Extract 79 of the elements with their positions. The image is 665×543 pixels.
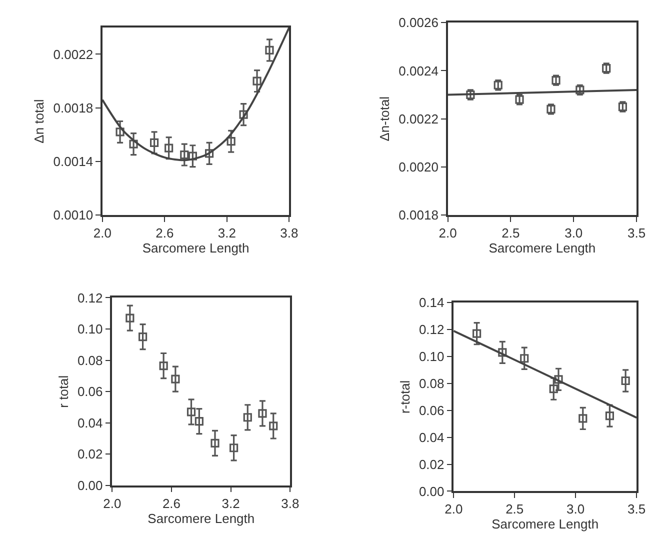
point xyxy=(472,329,482,338)
point xyxy=(578,414,588,423)
y-axis-title: r total xyxy=(56,375,71,408)
point xyxy=(186,408,196,416)
point xyxy=(204,149,214,158)
y-axis-title: r-total xyxy=(397,380,412,414)
x-tick-label: 3.0 xyxy=(564,225,583,240)
y-tick-label: 0.02 xyxy=(77,446,103,462)
point xyxy=(164,144,174,152)
point xyxy=(549,384,558,394)
y-tick-label: 0.12 xyxy=(418,322,444,338)
x-tick-label: 3.0 xyxy=(566,502,585,517)
y-tick-label: 0.08 xyxy=(77,352,103,368)
x-tick-label: 2.6 xyxy=(156,225,174,240)
point xyxy=(226,137,236,146)
y-tick-label: 0.0022 xyxy=(398,111,438,126)
point xyxy=(194,416,204,426)
y-tick-label: 0.0024 xyxy=(398,63,438,78)
point xyxy=(258,409,267,418)
point xyxy=(138,332,148,342)
point xyxy=(520,354,529,363)
point xyxy=(621,376,630,386)
point xyxy=(171,374,180,384)
x-tick-label: 2.6 xyxy=(162,496,181,511)
line-series xyxy=(102,27,290,162)
point xyxy=(129,140,138,148)
x-tick-label: 2.5 xyxy=(502,225,520,240)
y-tick-label: 0.0018 xyxy=(398,208,438,223)
y-tick-label: 0.0018 xyxy=(53,100,94,116)
y-axis-title: Δn-total xyxy=(377,96,392,142)
y-tick-label: 0.14 xyxy=(418,295,444,310)
point xyxy=(188,152,197,160)
y-tick-label: 0.04 xyxy=(77,415,103,430)
y-tick-label: 0.08 xyxy=(418,376,444,391)
y-tick-label: 0.0020 xyxy=(398,160,438,175)
x-tick-label: 2.0 xyxy=(103,496,122,511)
point xyxy=(498,348,507,357)
point xyxy=(605,411,614,420)
point xyxy=(269,422,278,430)
y-tick-label: 0.10 xyxy=(77,322,103,337)
point xyxy=(265,46,274,55)
point xyxy=(150,138,159,147)
y-tick-label: 0.0022 xyxy=(53,46,94,62)
x-axis-title: Sarcomere Length xyxy=(148,510,255,526)
x-tick-label: 3.5 xyxy=(628,225,646,240)
x-axis-title: Sarcomere Length xyxy=(488,240,596,256)
y-tick-label: 0.12 xyxy=(77,290,103,306)
x-tick-label: 2.0 xyxy=(93,225,112,240)
point xyxy=(243,413,252,422)
y-tick-label: 0.0026 xyxy=(398,15,438,30)
x-tick-label: 3.5 xyxy=(628,502,646,517)
point xyxy=(159,361,168,370)
y-tick-label: 0.04 xyxy=(418,430,444,445)
x-tick-label: 2.0 xyxy=(444,502,463,517)
x-axis-title: Sarcomere Length xyxy=(492,516,599,532)
x-tick-label: 3.8 xyxy=(280,225,298,240)
y-tick-label: 0.06 xyxy=(77,384,103,400)
point xyxy=(554,375,563,384)
point xyxy=(230,444,238,452)
x-tick-label: 2.5 xyxy=(506,502,524,517)
y-tick-label: 0.10 xyxy=(418,349,444,364)
point xyxy=(126,314,134,322)
point xyxy=(116,128,124,136)
y-tick-label: 0.06 xyxy=(418,402,444,418)
y-axis-title: Δn total xyxy=(32,99,47,144)
y-tick-label: 0.0014 xyxy=(53,154,94,170)
point xyxy=(180,150,189,160)
x-tick-label: 2.0 xyxy=(438,225,457,240)
x-tick-label: 3.8 xyxy=(281,496,300,511)
point xyxy=(210,438,220,448)
y-tick-label: 0.00 xyxy=(77,478,103,493)
point xyxy=(252,76,262,86)
x-axis-title: Sarcomere Length xyxy=(142,240,250,256)
x-tick-label: 3.2 xyxy=(222,496,240,511)
point xyxy=(239,110,248,119)
y-tick-label: 0.0010 xyxy=(53,208,94,223)
x-tick-label: 3.2 xyxy=(218,225,236,240)
y-tick-label: 0.02 xyxy=(418,456,444,472)
y-tick-label: 0.00 xyxy=(418,484,444,499)
